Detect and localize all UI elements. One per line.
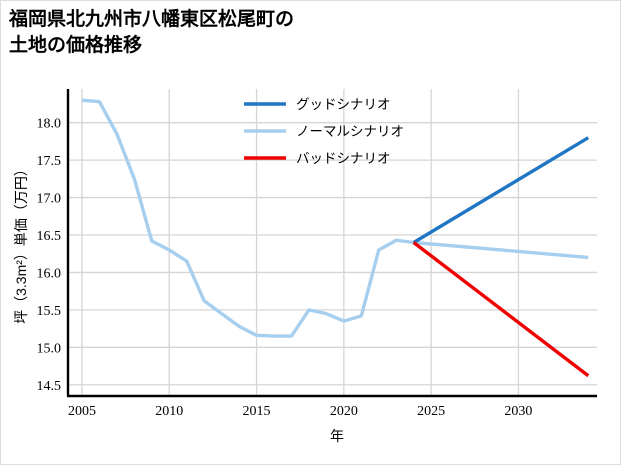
x-tick-labels: 2005 2010 2015 2020 2025 2030	[68, 404, 532, 419]
y-tick-label: 16.0	[37, 266, 62, 281]
legend-item[interactable]: ノーマルシナリオ	[244, 124, 404, 139]
y-tick-label: 17.0	[37, 192, 62, 207]
y-tick-label: 16.5	[37, 229, 62, 244]
x-tick-label: 2020	[330, 404, 358, 419]
series-line	[81, 98, 589, 338]
page-title: 福岡県北九州市八幡東区松尾町の 土地の価格推移	[9, 9, 295, 56]
y-tick-label: 15.5	[37, 304, 62, 319]
x-tick-label: 2005	[68, 404, 96, 419]
legend-label: バッドシナリオ	[296, 151, 391, 166]
y-tick-label: 17.5	[37, 154, 62, 169]
axis-spines	[66, 89, 597, 398]
legend-label: ノーマルシナリオ	[296, 124, 404, 139]
x-axis-title: 年	[330, 428, 344, 444]
y-tick-label: 18.0	[37, 117, 62, 132]
y-tick-labels: 14.5 15.0 15.5 16.0 16.5 17.0 17.5 18.0	[37, 117, 62, 394]
y-tick-label: 15.0	[37, 341, 62, 356]
legend-item[interactable]: バッドシナリオ	[244, 151, 391, 166]
gridlines	[68, 89, 597, 396]
x-tick-label: 2030	[504, 404, 532, 419]
series-line	[412, 136, 590, 244]
y-tick-label: 14.5	[37, 379, 62, 394]
series-line	[412, 241, 590, 378]
y-axis-title: 坪（3.3m²）単価（万円）	[13, 162, 29, 324]
data-series-layer	[81, 98, 590, 378]
x-tick-label: 2010	[155, 404, 183, 419]
x-tick-label: 2025	[417, 404, 445, 419]
x-tick-label: 2015	[243, 404, 271, 419]
legend-label: グッドシナリオ	[296, 97, 391, 112]
legend-item[interactable]: グッドシナリオ	[244, 97, 391, 112]
